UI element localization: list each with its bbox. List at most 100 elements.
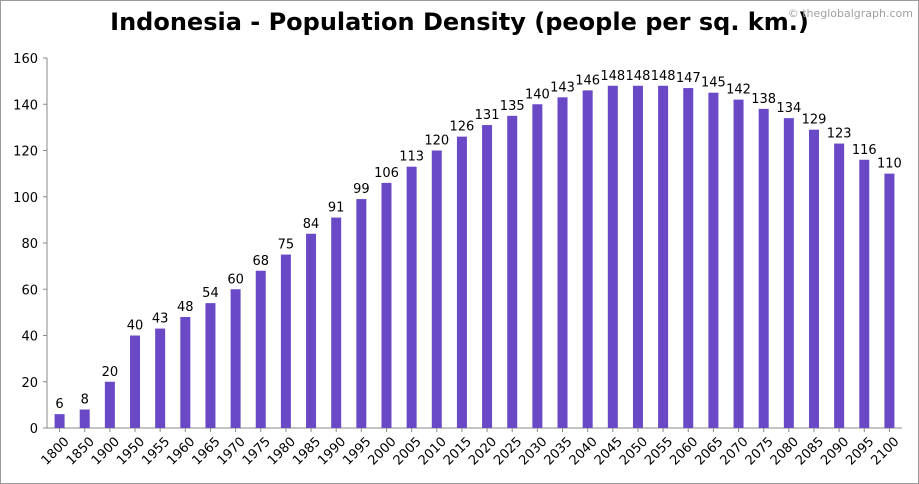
data-label: 134 [776,101,801,116]
bar [104,381,115,428]
data-label: 148 [651,69,676,84]
x-tick-label: 1990 [315,434,349,468]
x-tick-label: 2100 [868,434,902,468]
data-label: 131 [475,108,500,123]
x-tick-label: 2080 [768,434,802,468]
x-tick-label: 2000 [366,434,400,468]
x-tick-label: 1960 [164,434,198,468]
y-tick-label: 80 [21,237,38,252]
data-label: 146 [575,73,600,88]
y-tick-label: 160 [13,52,38,67]
bar [280,254,291,428]
data-label: 106 [374,166,399,181]
data-label: 129 [802,113,827,128]
bar [406,166,417,428]
bar [632,85,643,428]
x-tick-label: 2035 [542,434,576,468]
x-tick-label: 1850 [64,434,98,468]
data-label: 40 [127,319,144,334]
chart-title: Indonesia - Population Density (people p… [110,8,809,36]
bar [306,233,317,428]
data-label: 135 [500,99,525,114]
bar [456,136,467,428]
data-label: 110 [877,157,902,172]
bar [532,104,543,428]
data-label: 148 [626,69,651,84]
bar [331,217,342,428]
x-tick-label: 1970 [215,434,249,468]
x-tick-label: 2045 [592,434,626,468]
watermark: © theglobalgraph.com [787,7,913,20]
x-tick-label: 2085 [793,434,827,468]
data-label: 142 [726,83,751,98]
bars [54,85,895,428]
x-tick-label: 1800 [39,434,73,468]
data-label: 54 [202,286,219,301]
x-tick-label: 2075 [743,434,777,468]
bar [758,108,769,428]
data-label: 143 [550,80,575,95]
data-label: 99 [353,182,370,197]
x-tick-label: 2065 [692,434,726,468]
data-label: 8 [81,393,89,408]
x-tick-label: 1995 [340,434,374,468]
bar [255,270,266,428]
data-label: 84 [303,217,320,232]
x-tick-label: 1965 [189,434,223,468]
x-tick-label: 2010 [416,434,450,468]
data-label: 60 [227,272,244,287]
data-label: 43 [152,312,169,327]
bar [834,143,845,428]
bar [130,335,141,428]
data-label: 116 [852,143,877,158]
bar [482,125,493,428]
bar [884,173,895,428]
bar [155,328,166,428]
bar [708,92,719,428]
data-label: 48 [177,300,194,315]
data-label: 138 [751,92,776,107]
data-label: 145 [701,76,726,91]
x-tick-label: 1980 [265,434,299,468]
y-tick-label: 100 [13,191,38,206]
y-tick-label: 120 [13,145,38,160]
bar [356,199,367,428]
data-label: 91 [328,201,345,216]
x-tick-label: 2055 [642,434,676,468]
x-tick-label: 1900 [89,434,123,468]
bar [859,159,870,428]
x-tick-label: 2025 [491,434,525,468]
x-axis: 1800185019001950195519601965197019751980… [39,427,902,468]
data-label: 126 [450,120,475,135]
x-tick-label: 2030 [516,434,550,468]
y-tick-label: 40 [21,330,38,345]
bar [79,409,90,428]
x-tick-label: 2020 [466,434,500,468]
bar [607,85,618,428]
bar [230,289,241,428]
bar [381,182,392,428]
bar [783,118,794,428]
y-axis: 0 20 40 60 80 100 120 140 160 [13,52,48,437]
data-label: 140 [525,87,550,102]
x-tick-label: 2040 [567,434,601,468]
data-label: 6 [55,397,63,412]
bar [658,85,669,428]
x-tick-label: 1955 [139,434,173,468]
x-tick-label: 2060 [667,434,701,468]
bar [582,90,593,428]
bar [205,303,216,428]
bar [733,99,744,428]
x-tick-label: 2095 [843,434,877,468]
y-tick-label: 140 [13,98,38,113]
y-tick-label: 0 [30,422,38,437]
y-tick-label: 20 [21,376,38,391]
bar [507,115,518,428]
data-label: 148 [600,69,625,84]
data-label: 75 [278,238,295,253]
data-label: 20 [102,365,119,380]
x-tick-label: 1985 [290,434,324,468]
bar [808,129,819,428]
